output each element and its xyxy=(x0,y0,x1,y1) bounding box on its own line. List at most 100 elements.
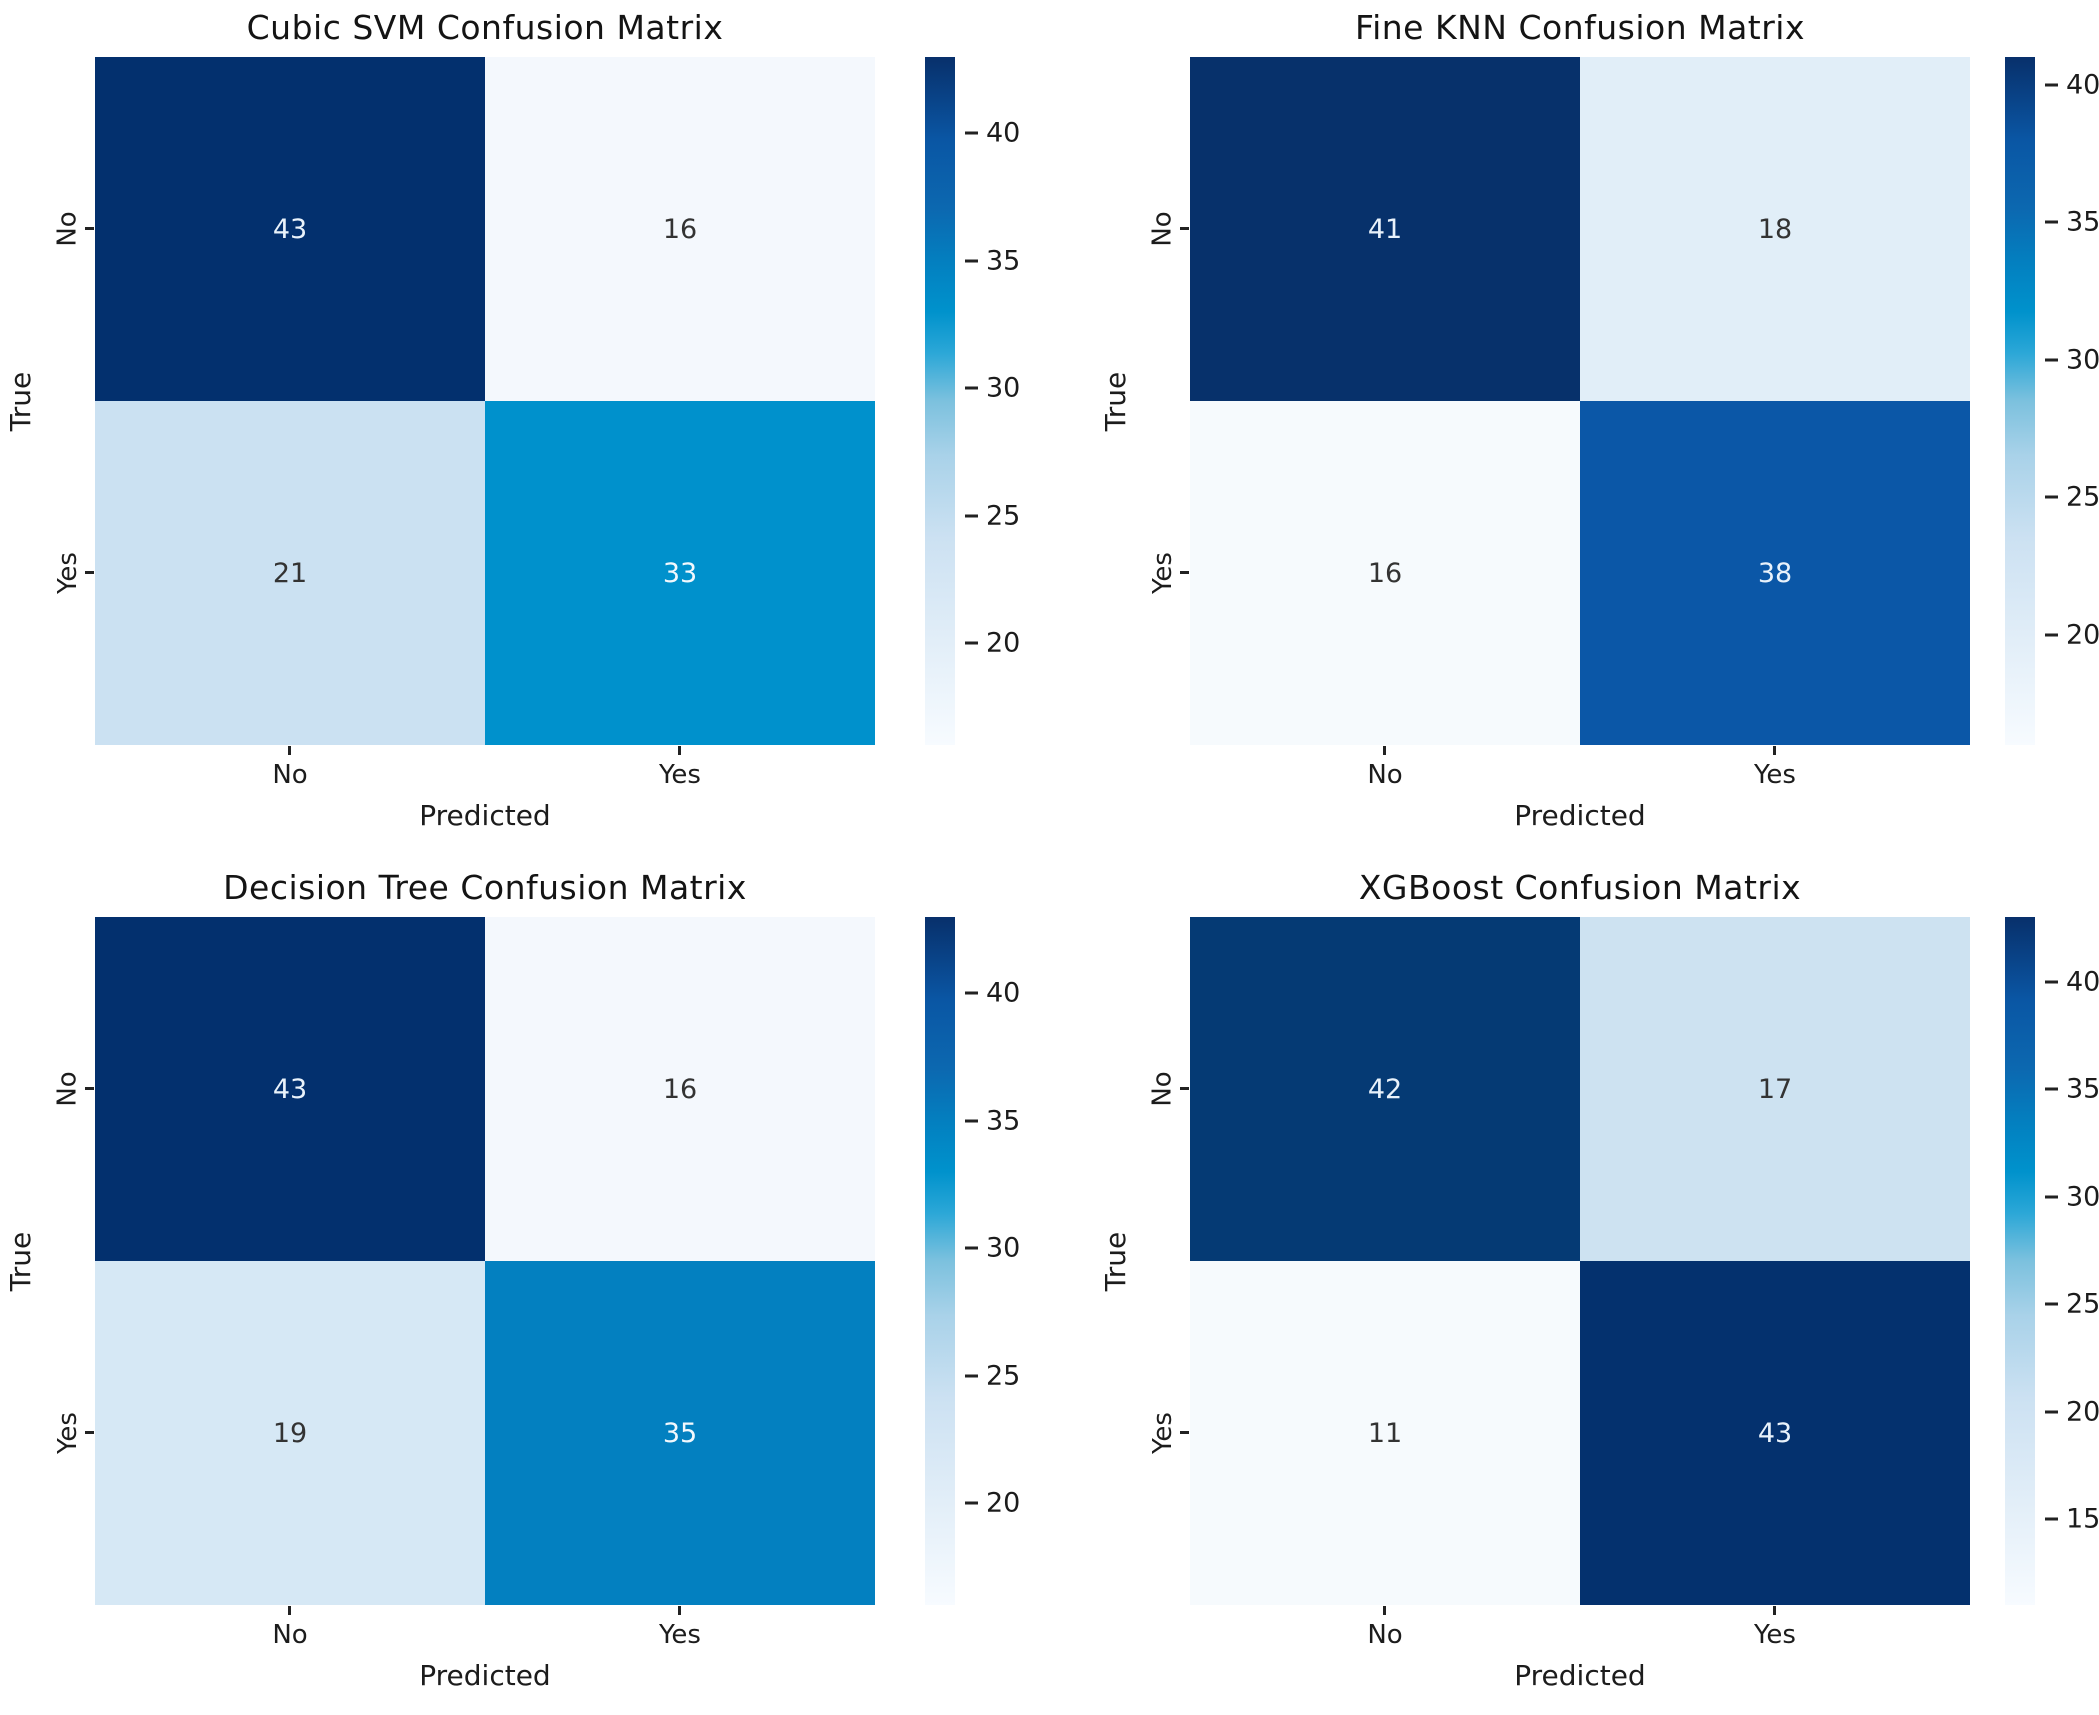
heatmap-cell-true-no-pred-no: 43 xyxy=(95,917,485,1261)
colorbar-tick: 30 xyxy=(2005,1181,2099,1212)
heatmap: 43 16 21 33 xyxy=(95,57,875,745)
colorbar xyxy=(925,57,955,745)
colorbar-tick-label: 15 xyxy=(2066,1503,2099,1535)
colorbar-tick-label: 35 xyxy=(986,245,1021,277)
y-tick-mark xyxy=(1180,1087,1189,1090)
cell-value: 16 xyxy=(662,1073,698,1105)
heatmap: 42 17 11 43 xyxy=(1190,917,1970,1605)
colorbar-tick: 20 xyxy=(925,628,1020,659)
colorbar-tick: 20 xyxy=(2005,619,2099,650)
heatmap-cell-true-yes-pred-no: 11 xyxy=(1190,1261,1580,1605)
x-tick-mark xyxy=(678,746,681,755)
colorbar-tick-mark xyxy=(965,386,978,390)
colorbar-tick-label: 25 xyxy=(986,500,1021,532)
y-tick-mark xyxy=(85,571,94,574)
colorbar-tick-mark xyxy=(2045,358,2058,362)
x-tick-mark xyxy=(678,1606,681,1615)
colorbar-group: 40 35 30 25 20 15 xyxy=(1080,860,2099,1715)
heatmap-cell-true-no-pred-no: 43 xyxy=(95,57,485,401)
colorbar-tick-mark xyxy=(965,131,978,135)
fine-knn-plot: Fine KNN Confusion Matrix True No Yes 41… xyxy=(1050,0,2099,860)
cubic-svm-plot: Cubic SVM Confusion Matrix True No Yes 4… xyxy=(0,0,1050,860)
colorbar-tick-label: 40 xyxy=(2066,966,2099,998)
axes-group: Cubic SVM Confusion Matrix True No Yes 4… xyxy=(0,0,1050,860)
colorbar-tick-mark xyxy=(2045,1410,2058,1414)
colorbar-tick-mark xyxy=(2045,1087,2058,1091)
colorbar-tick-mark xyxy=(965,1119,978,1123)
colorbar-tick-label: 25 xyxy=(2066,481,2099,513)
axes-group: XGBoost Confusion Matrix True No Yes 42 … xyxy=(1095,860,2099,1715)
x-tick-mark xyxy=(1773,1606,1776,1615)
cell-value: 18 xyxy=(1757,213,1793,245)
colorbar-tick-label: 40 xyxy=(986,977,1021,1009)
colorbar-tick-label: 30 xyxy=(2066,1181,2099,1213)
cell-value: 19 xyxy=(272,1417,308,1449)
heatmap-cell-true-no-pred-yes: 16 xyxy=(485,917,875,1261)
colorbar-tick: 30 xyxy=(925,373,1020,404)
colorbar-tick-mark xyxy=(965,1374,978,1378)
heatmap-cell-true-no-pred-yes: 16 xyxy=(485,57,875,401)
cell-value: 43 xyxy=(272,213,308,245)
colorbar-tick: 20 xyxy=(925,1488,1020,1519)
axes-group: Fine KNN Confusion Matrix True No Yes 41… xyxy=(1095,0,2099,860)
colorbar-tick-label: 40 xyxy=(986,117,1021,149)
colorbar-tick-label: 30 xyxy=(986,372,1021,404)
x-tick-label-yes: Yes xyxy=(659,760,701,790)
heatmap-cell-true-yes-pred-yes: 38 xyxy=(1580,401,1970,745)
colorbar-tick: 35 xyxy=(2005,1074,2099,1105)
colorbar-tick: 25 xyxy=(2005,1289,2099,1320)
colorbar-tick-label: 20 xyxy=(986,1487,1021,1519)
colorbar-tick-label: 25 xyxy=(986,1360,1021,1392)
colorbar-tick-label: 30 xyxy=(2066,344,2099,376)
colorbar-tick-mark xyxy=(2045,980,2058,984)
plot-title: Cubic SVM Confusion Matrix xyxy=(246,8,724,47)
x-axis-label: Predicted xyxy=(1514,799,1646,832)
heatmap-cell-true-no-pred-yes: 17 xyxy=(1580,917,1970,1261)
colorbar-ticks: 40 35 30 25 20 15 xyxy=(2005,917,2099,1605)
colorbar-tick: 25 xyxy=(925,500,1020,531)
colorbar-tick-mark xyxy=(965,1501,978,1505)
heatmap-cell-true-yes-pred-yes: 43 xyxy=(1580,1261,1970,1605)
x-tick-mark xyxy=(1773,746,1776,755)
colorbar-tick: 40 xyxy=(2005,69,2099,100)
colorbar-ticks: 40 35 30 25 20 xyxy=(2005,57,2099,745)
y-tick-mark xyxy=(85,1087,94,1090)
heatmap-cell-true-no-pred-no: 41 xyxy=(1190,57,1580,401)
colorbar-tick-label: 30 xyxy=(986,1232,1021,1264)
heatmap-cell-true-no-pred-yes: 18 xyxy=(1580,57,1970,401)
colorbar-tick: 40 xyxy=(2005,966,2099,997)
colorbar-tick-mark xyxy=(965,991,978,995)
x-tick-mark xyxy=(288,1606,291,1615)
plot-title: Fine KNN Confusion Matrix xyxy=(1355,8,1805,47)
cell-value: 38 xyxy=(1757,557,1793,589)
colorbar-tick-mark xyxy=(965,1246,978,1250)
heatmap-cell-true-yes-pred-no: 21 xyxy=(95,401,485,745)
colorbar-tick-mark xyxy=(2045,220,2058,224)
colorbar-tick: 15 xyxy=(2005,1504,2099,1535)
x-axis-label: Predicted xyxy=(419,1659,551,1692)
colorbar-tick-mark xyxy=(2045,83,2058,87)
colorbar-tick: 20 xyxy=(2005,1396,2099,1427)
colorbar-tick-label: 35 xyxy=(986,1105,1021,1137)
heatmap-cell-true-yes-pred-no: 19 xyxy=(95,1261,485,1605)
colorbar xyxy=(925,917,955,1605)
heatmap-cell-true-yes-pred-no: 16 xyxy=(1190,401,1580,745)
colorbar-tick-label: 35 xyxy=(2066,206,2099,238)
colorbar-tick: 25 xyxy=(925,1360,1020,1391)
heatmap-cell-true-no-pred-no: 42 xyxy=(1190,917,1580,1261)
colorbar-tick-mark xyxy=(2045,1195,2058,1199)
colorbar-tick-label: 20 xyxy=(2066,1396,2099,1428)
x-axis-label: Predicted xyxy=(1514,1659,1646,1692)
colorbar-tick-mark xyxy=(2045,633,2058,637)
colorbar-tick: 30 xyxy=(2005,344,2099,375)
colorbar-tick-mark xyxy=(2045,1302,2058,1306)
colorbar-tick: 35 xyxy=(2005,207,2099,238)
heatmap-cell-true-yes-pred-yes: 33 xyxy=(485,401,875,745)
colorbar-ticks: 40 35 30 25 20 xyxy=(925,57,1050,745)
cell-value: 35 xyxy=(662,1417,698,1449)
x-tick-label-no: No xyxy=(272,760,308,790)
colorbar-tick-label: 20 xyxy=(2066,619,2099,651)
x-axis-label: Predicted xyxy=(419,799,551,832)
cell-value: 17 xyxy=(1757,1073,1793,1105)
